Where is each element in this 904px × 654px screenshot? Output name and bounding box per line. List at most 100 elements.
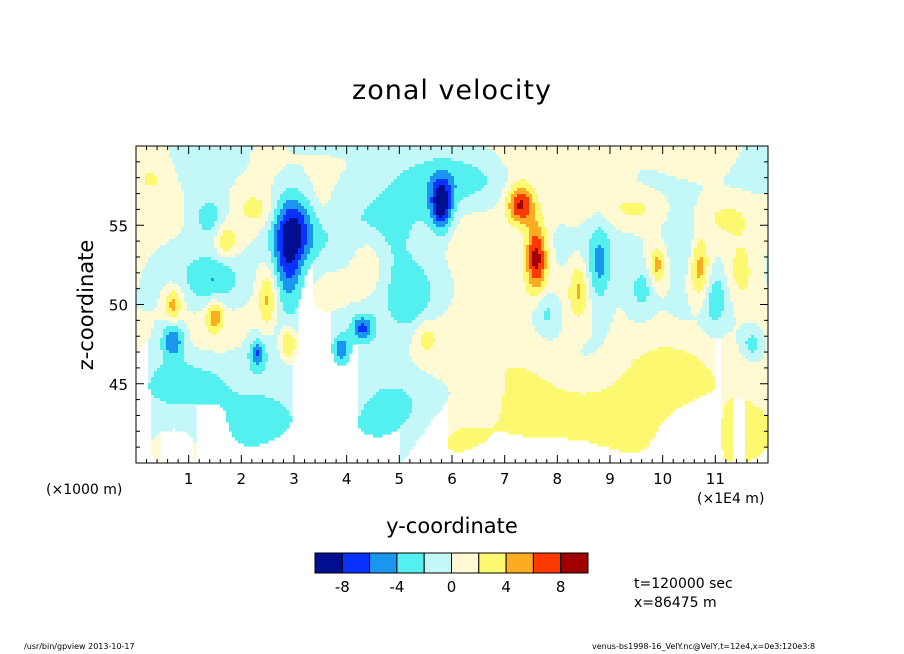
- contour-cell: [310, 182, 314, 207]
- contour-cell: [478, 170, 482, 192]
- contour-cell: [643, 185, 647, 207]
- contour-cell: [262, 263, 266, 282]
- contour-cell: [580, 272, 584, 315]
- contour-cell: [694, 182, 698, 207]
- contour-cell: [631, 203, 635, 216]
- contour-cell: [679, 320, 683, 351]
- contour-cell: [640, 182, 644, 204]
- contour-cell: [337, 356, 341, 366]
- contour-cell: [409, 146, 413, 168]
- contour-cell: [640, 170, 644, 183]
- contour-cell: [424, 146, 428, 162]
- contour-cell: [691, 263, 695, 282]
- contour-cell: [358, 338, 362, 345]
- contour-cell: [427, 182, 431, 210]
- contour-cell: [367, 314, 371, 321]
- contour-cell: [517, 209, 521, 216]
- contour-cell: [745, 323, 749, 342]
- contour-cell: [241, 341, 245, 396]
- contour-cell: [211, 260, 215, 279]
- contour-cell: [250, 395, 254, 447]
- contour-cell: [466, 164, 470, 198]
- contour-cell: [316, 197, 320, 219]
- contour-cell: [658, 251, 662, 261]
- contour-cell: [700, 329, 704, 363]
- contour-cell: [217, 377, 221, 405]
- contour-cell: [565, 392, 569, 438]
- contour-cell: [751, 194, 755, 324]
- contour-cell: [277, 200, 281, 216]
- contour-cell: [724, 275, 728, 336]
- contour-cell: [697, 146, 701, 186]
- contour-cell: [274, 257, 278, 276]
- contour-cell: [496, 155, 500, 204]
- contour-cell: [655, 272, 659, 282]
- contour-cell: [409, 356, 413, 399]
- contour-cell: [766, 254, 769, 285]
- contour-cell: [529, 245, 533, 270]
- contour-cell: [661, 146, 665, 174]
- x-tick-label: 4: [342, 470, 352, 488]
- contour-cell: [172, 353, 176, 405]
- contour-cell: [163, 245, 167, 288]
- contour-cell: [277, 251, 281, 273]
- contour-cell: [223, 221, 227, 231]
- contour-cell: [295, 218, 299, 255]
- contour-cell: [535, 269, 539, 279]
- contour-cell: [601, 389, 605, 447]
- colorbar-label: 0: [447, 578, 457, 596]
- contour-cell: [457, 146, 461, 162]
- contour-cell: [151, 254, 155, 312]
- contour-cell: [211, 311, 215, 327]
- contour-cell: [484, 185, 488, 213]
- contour-cell: [361, 410, 365, 432]
- contour-cell: [700, 146, 704, 186]
- contour-cell: [160, 401, 164, 432]
- contour-cell: [514, 368, 518, 435]
- contour-cell: [733, 257, 737, 279]
- contour-cell: [256, 356, 260, 366]
- contour-cell: [571, 146, 575, 228]
- contour-cell: [541, 338, 545, 381]
- contour-cell: [706, 266, 710, 288]
- contour-cell: [649, 146, 653, 171]
- contour-cell: [652, 251, 656, 276]
- contour-cell: [265, 146, 269, 222]
- colorbar-swatch: [532, 552, 562, 574]
- contour-cell: [658, 260, 662, 270]
- contour-cell: [322, 230, 326, 249]
- contour-cell: [700, 191, 704, 240]
- contour-cell: [325, 146, 329, 156]
- contour-cell: [358, 416, 362, 429]
- contour-cell: [562, 389, 566, 438]
- contour-cell: [541, 299, 545, 339]
- contour-cell: [724, 146, 728, 177]
- contour-cell: [697, 326, 701, 360]
- contour-cell: [538, 239, 542, 255]
- contour-cell: [574, 146, 578, 228]
- contour-cell: [445, 260, 449, 312]
- contour-cell: [553, 338, 557, 387]
- contour-cell: [625, 317, 629, 372]
- contour-cell: [652, 146, 656, 171]
- contour-cell: [469, 164, 473, 195]
- contour-cell: [388, 284, 392, 312]
- contour-cell: [643, 170, 647, 186]
- contour-cell: [286, 200, 290, 210]
- contour-cell: [637, 302, 641, 324]
- contour-cell: [259, 311, 263, 333]
- contour-cell: [646, 353, 650, 447]
- contour-cell: [352, 146, 356, 258]
- contour-cell: [184, 146, 188, 303]
- contour-cell: [472, 194, 476, 213]
- contour-cell: [367, 335, 371, 345]
- contour-cell: [544, 287, 548, 297]
- contour-cell: [250, 296, 254, 330]
- contour-cell: [166, 314, 170, 321]
- contour-cell: [418, 326, 422, 369]
- contour-cell: [745, 146, 749, 192]
- contour-cell: [730, 398, 734, 462]
- contour-cell: [160, 338, 164, 351]
- contour-cell: [187, 146, 191, 267]
- contour-cell: [352, 302, 356, 318]
